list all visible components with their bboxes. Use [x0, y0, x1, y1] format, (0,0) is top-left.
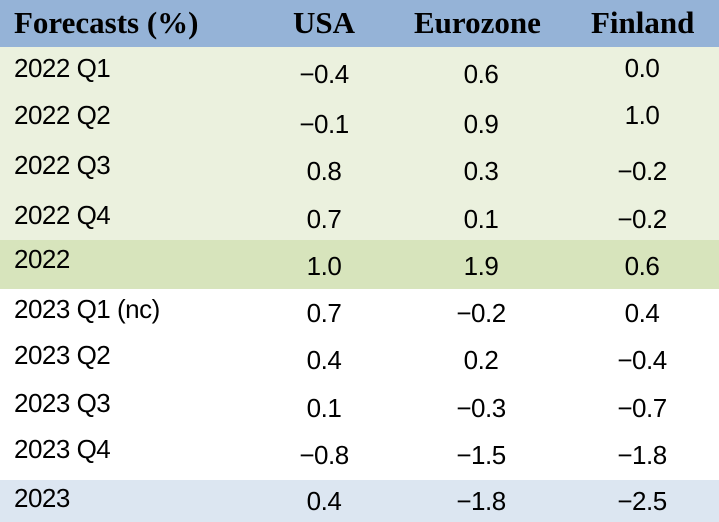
cell-usa: 0.8 — [306, 156, 342, 186]
row-label: 2023 — [14, 483, 70, 513]
cell-eurozone: 0.3 — [463, 156, 499, 186]
table-row: 2023 Q1 (nc) 0.7 −0.2 0.4 — [0, 294, 719, 334]
header-finland: Finland — [591, 5, 695, 40]
cell-eurozone: −1.5 — [456, 440, 506, 470]
cell-eurozone: 0.2 — [463, 345, 499, 375]
cell-finland: 0.6 — [624, 251, 660, 281]
cell-finland: −0.2 — [617, 156, 667, 186]
cell-eurozone: 0.9 — [463, 109, 499, 139]
cell-finland: −2.5 — [617, 486, 667, 516]
cell-usa: 0.1 — [306, 393, 342, 423]
table-row: 2022 Q3 0.8 0.3 −0.2 — [0, 150, 719, 190]
cell-finland: 0.0 — [624, 53, 660, 83]
row-label: 2022 Q1 — [14, 53, 111, 83]
cell-usa: 0.7 — [306, 298, 342, 328]
cell-eurozone: 0.6 — [463, 59, 499, 89]
cell-eurozone: −0.3 — [456, 393, 506, 423]
cell-finland: −0.2 — [617, 204, 667, 234]
cell-usa: 1.0 — [306, 251, 342, 281]
row-label: 2023 Q4 — [14, 434, 111, 464]
band-2022-quarters — [0, 47, 719, 240]
cell-usa: 0.4 — [306, 486, 342, 516]
band-2022-annual — [0, 240, 719, 289]
cell-eurozone: 0.1 — [463, 204, 499, 234]
cell-finland: 0.4 — [624, 298, 660, 328]
cell-usa: −0.1 — [299, 109, 349, 139]
table-row: 2023 Q4 −0.8 −1.5 −1.8 — [0, 434, 719, 474]
row-label: 2022 — [14, 244, 70, 274]
table-header: Forecasts (%) USA Eurozone Finland — [0, 0, 719, 47]
cell-finland: 1.0 — [624, 100, 660, 130]
table-row-annual: 2023 0.4 −1.8 −2.5 — [0, 483, 719, 521]
cell-usa: 0.7 — [306, 204, 342, 234]
cell-usa: 0.4 — [306, 345, 342, 375]
row-label: 2022 Q3 — [14, 150, 111, 180]
table-row: 2022 Q2 −0.1 0.9 1.0 — [0, 100, 719, 140]
row-label: 2023 Q2 — [14, 340, 111, 370]
cell-usa: −0.4 — [299, 59, 349, 89]
table-row: 2023 Q2 0.4 0.2 −0.4 — [0, 340, 719, 380]
cell-eurozone: −1.8 — [456, 486, 506, 516]
cell-finland: −1.8 — [617, 440, 667, 470]
table-row: 2022 Q1 −0.4 0.6 0.0 — [0, 53, 719, 93]
cell-eurozone: 1.9 — [463, 251, 499, 281]
band-2023-annual — [0, 480, 719, 522]
table-row-annual: 2022 1.0 1.9 0.6 — [0, 244, 719, 284]
cell-eurozone: −0.2 — [456, 298, 506, 328]
header-eurozone: Eurozone — [414, 5, 541, 40]
row-label: 2023 Q1 (nc) — [14, 294, 160, 324]
cell-finland: −0.4 — [617, 345, 667, 375]
row-label: 2022 Q2 — [14, 100, 111, 130]
cell-usa: −0.8 — [299, 440, 349, 470]
header-label: Forecasts (%) — [14, 5, 199, 40]
cell-finland: −0.7 — [617, 393, 667, 423]
header-usa: USA — [293, 5, 356, 40]
table-row: 2023 Q3 0.1 −0.3 −0.7 — [0, 388, 719, 428]
row-label: 2022 Q4 — [14, 200, 111, 230]
row-label: 2023 Q3 — [14, 388, 111, 418]
table-row: 2022 Q4 0.7 0.1 −0.2 — [0, 200, 719, 240]
band-2023-quarters — [0, 289, 719, 480]
